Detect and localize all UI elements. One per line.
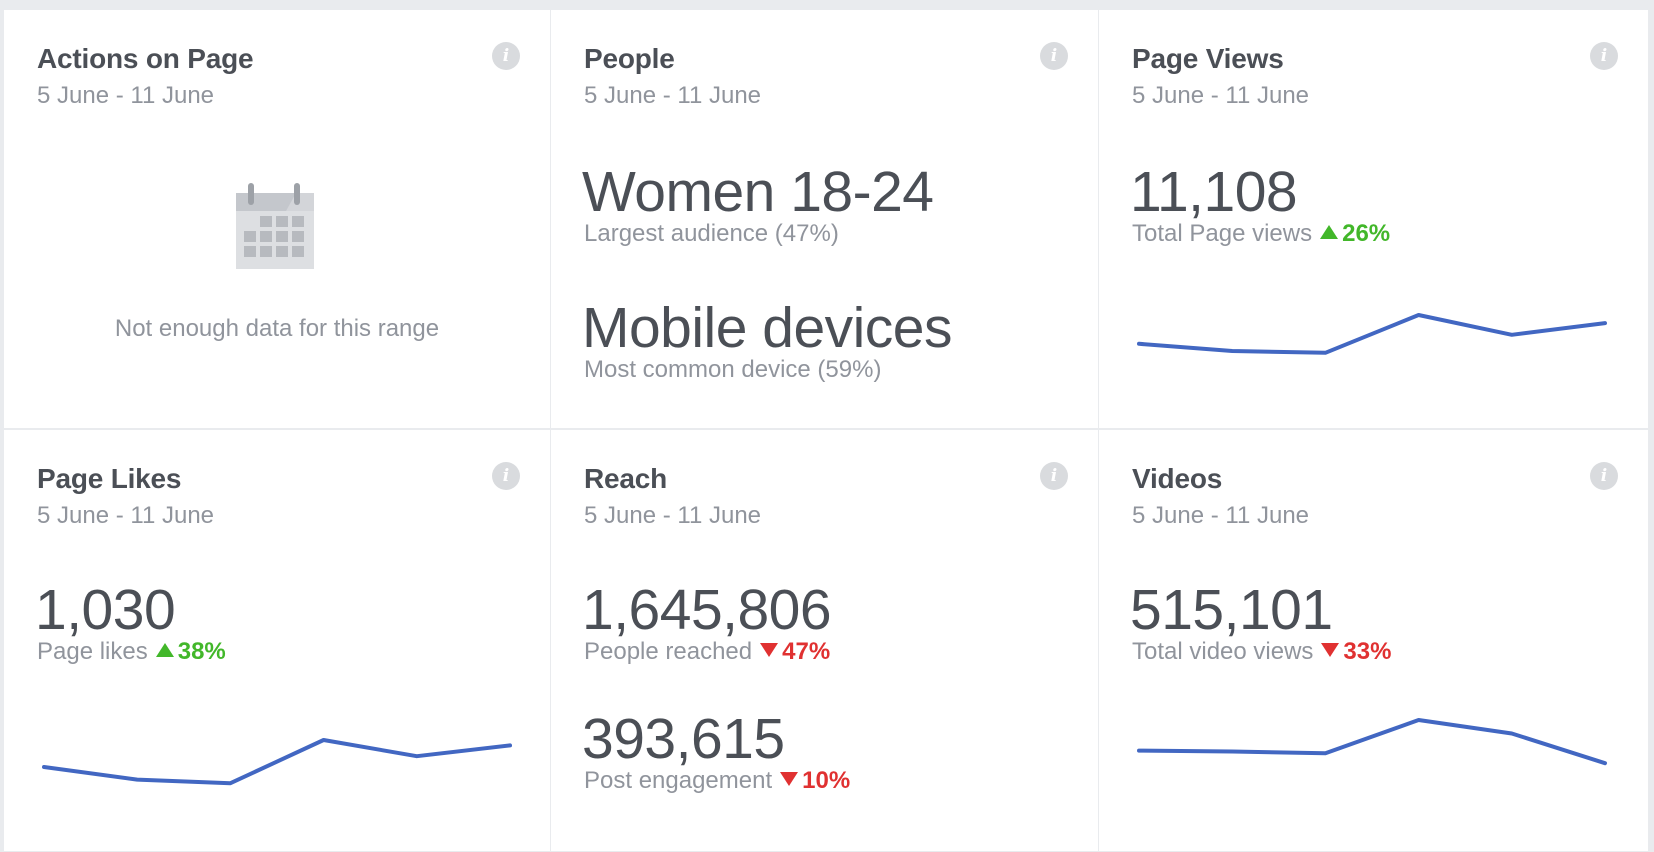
empty-state-message: Not enough data for this range — [114, 315, 440, 342]
page-likes-change: 38% — [155, 638, 226, 665]
card-page-views[interactable]: Page Views 5 June - 11 June i 11,108 Tot… — [1099, 10, 1648, 428]
page-likes-value: 1,030 — [35, 578, 176, 642]
up-arrow-icon — [155, 643, 174, 657]
card-actions-on-page[interactable]: Actions on Page 5 June - 11 June i Not e… — [4, 10, 550, 428]
change-value: 33% — [1343, 638, 1392, 665]
card-reach[interactable]: Reach 5 June - 11 June i 1,645,806 Peopl… — [551, 430, 1098, 851]
card-title: People — [584, 43, 675, 74]
info-icon[interactable]: i — [492, 462, 520, 490]
page-views-sparkline — [1137, 313, 1607, 355]
card-videos[interactable]: Videos 5 June - 11 June i 515,101 Total … — [1099, 430, 1648, 851]
up-arrow-icon — [1320, 225, 1339, 239]
info-icon[interactable]: i — [1040, 462, 1068, 490]
sparkline-series — [1137, 718, 1607, 766]
video-views-label-row: Total video views 33% — [1132, 638, 1391, 666]
page-likes-label-row: Page likes 38% — [37, 638, 226, 666]
date-range: 5 June - 11 June — [37, 82, 215, 109]
down-arrow-icon — [760, 643, 779, 657]
change-value: 38% — [177, 638, 226, 665]
card-people[interactable]: People 5 June - 11 June i Women 18-24 La… — [551, 10, 1098, 428]
post-engagement-label: Post engagement — [584, 767, 773, 794]
page-views-label-row: Total Page views 26% — [1132, 220, 1390, 248]
change-value: 26% — [1342, 220, 1391, 247]
card-page-likes[interactable]: Page Likes 5 June - 11 June i 1,030 Page… — [4, 430, 550, 851]
page-views-change: 26% — [1320, 220, 1390, 247]
page-likes-sparkline — [42, 738, 512, 786]
videos-sparkline — [1137, 718, 1607, 766]
post-engagement-value: 393,615 — [582, 707, 785, 771]
sparkline-series — [1137, 313, 1607, 355]
date-range: 5 June - 11 June — [1132, 82, 1310, 109]
people-reached-value: 1,645,806 — [582, 578, 832, 642]
people-reached-label: People reached — [584, 638, 753, 665]
card-title: Reach — [584, 463, 668, 494]
largest-audience-label: Largest audience (47%) — [584, 220, 839, 247]
largest-audience-value: Women 18-24 — [582, 160, 934, 224]
page-views-value: 11,108 — [1130, 160, 1298, 224]
date-range: 5 June - 11 June — [584, 82, 762, 109]
card-title: Actions on Page — [37, 43, 254, 74]
page-views-label: Total Page views — [1132, 220, 1313, 247]
video-views-label: Total video views — [1132, 638, 1314, 665]
date-range: 5 June - 11 June — [37, 502, 215, 529]
common-device-value: Mobile devices — [582, 296, 953, 360]
page-likes-label: Page likes — [37, 638, 148, 665]
info-icon[interactable]: i — [1590, 42, 1618, 70]
down-arrow-icon — [780, 772, 799, 786]
people-reached-label-row: People reached 47% — [584, 638, 830, 666]
calendar-icon — [236, 183, 314, 269]
post-engagement-label-row: Post engagement 10% — [584, 767, 850, 795]
sparkline-series — [42, 738, 512, 786]
video-views-change: 33% — [1321, 638, 1391, 665]
change-value: 10% — [802, 767, 851, 794]
video-views-value: 515,101 — [1130, 578, 1333, 642]
post-engagement-change: 10% — [780, 767, 850, 794]
date-range: 5 June - 11 June — [584, 502, 762, 529]
info-icon[interactable]: i — [1040, 42, 1068, 70]
card-title: Videos — [1132, 463, 1223, 494]
insights-grid: Actions on Page 5 June - 11 June i Not e… — [4, 10, 1648, 851]
common-device-label: Most common device (59%) — [584, 356, 882, 383]
card-title: Page Likes — [37, 463, 182, 494]
people-reached-change: 47% — [760, 638, 830, 665]
card-title: Page Views — [1132, 43, 1284, 74]
down-arrow-icon — [1321, 643, 1340, 657]
info-icon[interactable]: i — [492, 42, 520, 70]
date-range: 5 June - 11 June — [1132, 502, 1310, 529]
info-icon[interactable]: i — [1590, 462, 1618, 490]
change-value: 47% — [782, 638, 831, 665]
